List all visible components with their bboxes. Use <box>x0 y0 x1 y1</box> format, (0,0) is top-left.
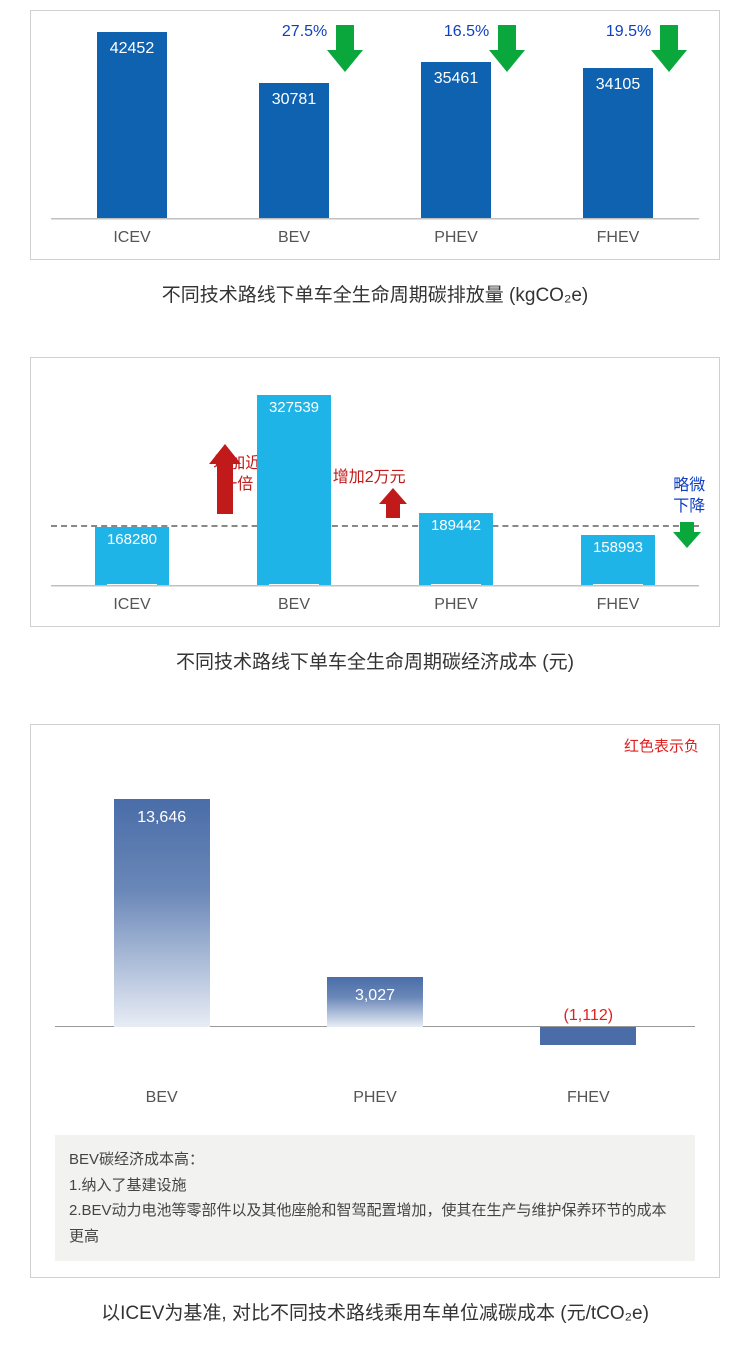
chart1-cat-1: BEV <box>223 229 366 247</box>
chart1-bar-bev: 30781 <box>259 83 329 218</box>
up-arrow-icon <box>379 488 407 504</box>
chart3-title: 以ICEV为基准, 对比不同技术路线乘用车单位减碳成本 (元/tCO₂e) <box>30 1298 720 1325</box>
down-arrow-stem-icon <box>660 25 678 51</box>
chart1-cat-2: PHEV <box>385 229 528 247</box>
down-arrow-stem-icon <box>680 522 694 532</box>
chart1-value-bev: 30781 <box>272 91 317 218</box>
chart1-title: 不同技术路线下单车全生命周期碳排放量 (kgCO₂e) <box>30 280 720 307</box>
chart3-col-phev: 3,027 <box>285 779 464 1049</box>
chart1-cat-0: ICEV <box>61 229 204 247</box>
chart2-col-fhev: 略微 下降 158993 <box>547 376 690 585</box>
chart3-bar-phev: 3,027 <box>327 977 423 1027</box>
chart3-cat-2: FHEV <box>499 1089 678 1107</box>
chart1-col-fhev: 19.5% 34105 <box>547 29 690 218</box>
chart2-bar-bev: 327539 <box>257 395 331 585</box>
chart3-legend-note: 红色表示负 <box>624 735 699 756</box>
chart1-value-fhev: 34105 <box>596 76 641 218</box>
chart1-arrow-fhev <box>651 25 687 72</box>
chart1-arrow-phev <box>489 25 525 72</box>
chart2-cat-0: ICEV <box>61 596 204 614</box>
down-arrow-icon <box>489 50 525 72</box>
chart1-value-phev: 35461 <box>434 70 479 218</box>
chart1-bar-icev: 42452 <box>97 32 167 218</box>
chart1-pct-bev: 27.5% <box>282 23 327 41</box>
up-arrow-stem-icon <box>386 504 400 518</box>
chart2-plot: 168280 增加近 一倍 327539 增加2万元 189442 <box>51 376 699 586</box>
down-arrow-stem-icon <box>336 25 354 51</box>
chart1-xaxis: ICEV BEV PHEV FHEV <box>51 229 699 247</box>
chart3-value-fhev: (1,112) <box>564 1007 614 1025</box>
chart3-bar-bev: 13,646 <box>114 799 210 1027</box>
chart2-col-phev: 增加2万元 189442 <box>385 376 528 585</box>
chart1-col-bev: 27.5% 30781 <box>223 29 366 218</box>
chart3-cat-1: PHEV <box>285 1089 464 1107</box>
down-arrow-icon <box>327 50 363 72</box>
chart1-col-phev: 16.5% 35461 <box>385 29 528 218</box>
chart3-footnote-1: 1.纳入了基建设施 <box>69 1173 681 1199</box>
chart1-pct-phev: 16.5% <box>444 23 489 41</box>
chart2-anno3-text: 略微 下降 <box>673 476 705 518</box>
chart2-col-icev: 168280 增加近 一倍 <box>61 376 204 585</box>
chart2-bar-icev: 168280 <box>95 527 169 585</box>
chart1-col-icev: 42452 <box>61 29 204 218</box>
chart2-cat-2: PHEV <box>385 596 528 614</box>
chart2-bar-fhev: 158993 <box>581 535 655 585</box>
chart3-value-bev: 13,646 <box>137 809 186 827</box>
chart2-xaxis: ICEV BEV PHEV FHEV <box>51 596 699 614</box>
chart2-cat-1: BEV <box>223 596 366 614</box>
chart3-col-fhev: (1,112) <box>499 779 678 1049</box>
chart3-footnote: BEV碳经济成本高： 1.纳入了基建设施 2.BEV动力电池等零部件以及其他座舱… <box>55 1135 695 1261</box>
down-arrow-icon <box>651 50 687 72</box>
chart2-container: 168280 增加近 一倍 327539 增加2万元 189442 <box>30 357 720 627</box>
chart2-bar-phev: 189442 <box>419 513 493 585</box>
chart2-anno2-text: 增加2万元 <box>333 468 406 489</box>
chart1-container: 42452 27.5% 30781 16.5% 35461 19.5% <box>30 10 720 260</box>
chart2-anno2-arrow <box>379 488 407 518</box>
down-arrow-icon <box>673 532 701 548</box>
chart1-bar-phev: 35461 <box>421 62 491 218</box>
chart1-bar-fhev: 34105 <box>583 68 653 218</box>
chart3-container: 红色表示负 13,646 3,027 (1,112) BEV PHEV FHEV… <box>30 724 720 1278</box>
chart2-title: 不同技术路线下单车全生命周期碳经济成本 (元) <box>30 647 720 674</box>
chart3-bar-fhev <box>540 1027 636 1045</box>
chart3-plot: 13,646 3,027 (1,112) <box>55 779 695 1049</box>
chart1-arrow-bev <box>327 25 363 72</box>
chart2-cat-3: FHEV <box>547 596 690 614</box>
chart3-value-phev: 3,027 <box>355 987 395 1005</box>
chart2-value-bev: 327539 <box>269 399 319 585</box>
chart3-cat-0: BEV <box>72 1089 251 1107</box>
chart2-anno3-arrow <box>673 522 701 548</box>
chart1-pct-fhev: 19.5% <box>606 23 651 41</box>
chart3-footnote-2: 2.BEV动力电池等零部件以及其他座舱和智驾配置增加，使其在生产与维护保养环节的… <box>69 1198 681 1249</box>
chart3-col-bev: 13,646 <box>72 779 251 1049</box>
chart3-xaxis: BEV PHEV FHEV <box>55 1089 695 1107</box>
chart1-value-icev: 42452 <box>110 40 155 218</box>
chart1-plot: 42452 27.5% 30781 16.5% 35461 19.5% <box>51 29 699 219</box>
chart3-footnote-title: BEV碳经济成本高： <box>69 1147 681 1173</box>
down-arrow-stem-icon <box>498 25 516 51</box>
chart2-value-icev: 168280 <box>107 531 157 585</box>
chart2-value-fhev: 158993 <box>593 539 643 585</box>
chart2-value-phev: 189442 <box>431 517 481 585</box>
chart1-cat-3: FHEV <box>547 229 690 247</box>
